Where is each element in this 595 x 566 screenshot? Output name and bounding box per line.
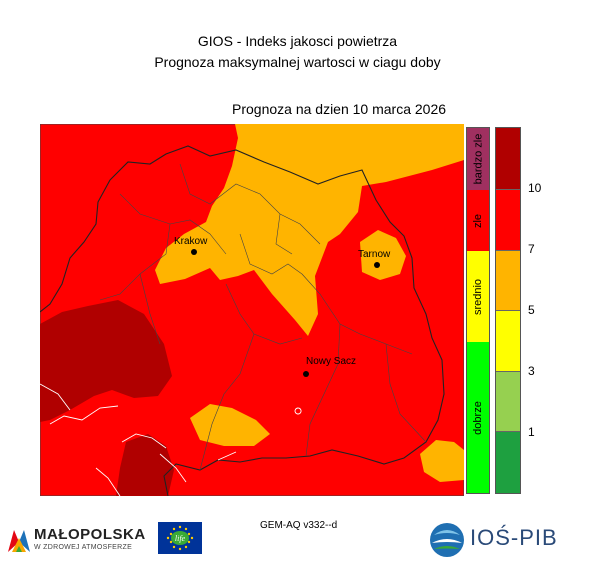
orange-zone-north [155,124,464,336]
malopolska-logo: MAŁOPOLSKA W ZDROWEJ ATMOSFERZE [4,520,154,560]
scale-band [496,372,520,432]
category-srednio: srednio [467,251,489,342]
index-color-scale [495,127,521,494]
category-label: zle [472,213,484,228]
city-dot-nowy-sacz [303,371,309,377]
forecast-map: Krakow Tarnow Nowy Sacz [40,124,464,496]
category-bardzo-zle: bardzo zle [467,128,489,190]
darkred-zone-southwest [116,434,174,496]
city-label-tarnow: Tarnow [358,249,391,260]
city-label-krakow: Krakow [174,236,208,247]
scale-tick: 10 [528,181,542,195]
ios-pib-logo: IOŚ-PIB [428,518,588,562]
orange-zone-tarnow [360,230,406,280]
city-dot-krakow [191,249,197,255]
malopolska-name: MAŁOPOLSKA [34,526,146,543]
scale-band [496,432,520,493]
scale-tick: 5 [528,303,535,317]
city-dot-tarnow [374,262,380,268]
scale-tick: 3 [528,364,535,378]
ios-pib-emblem-icon [430,523,464,557]
county-boundaries [99,163,427,471]
category-zle: zle [467,190,489,251]
map-subtitle: Prognoza maksymalnej wartosci w ciagu do… [154,54,441,70]
category-legend: bardzo zle zle srednio dobrze [466,127,490,494]
model-version: GEM-AQ v332--d [260,520,338,531]
category-label: srednio [472,278,485,315]
category-label: bardzo zle [472,133,485,185]
orange-zone-south [190,404,270,446]
malopolska-emblem-icon [8,530,30,552]
region-boundary [40,145,445,496]
eu-life-logo-icon: life [158,522,202,554]
eu-life-label: life [175,534,186,543]
ios-pib-name: IOŚ-PIB [470,525,558,550]
forecast-date: Prognoza na dzien 10 marca 2026 [232,101,447,117]
darkred-zone-west [40,300,172,422]
scale-band [496,251,520,311]
white-border-lines [40,383,302,496]
category-label: dobrze [472,400,485,435]
scale-band [496,190,520,251]
scale-tick: 7 [528,242,535,256]
category-dobrze: dobrze [467,342,489,493]
city-label-nowy-sacz: Nowy Sacz [306,356,356,367]
malopolska-tagline: W ZDROWEJ ATMOSFERZE [34,544,133,551]
orange-zone-southeast [420,440,464,482]
scale-tick: 1 [528,425,535,439]
scale-band [496,128,520,190]
map-title: GIOS - Indeks jakosci powietrza [197,33,398,49]
scale-band [496,311,520,372]
